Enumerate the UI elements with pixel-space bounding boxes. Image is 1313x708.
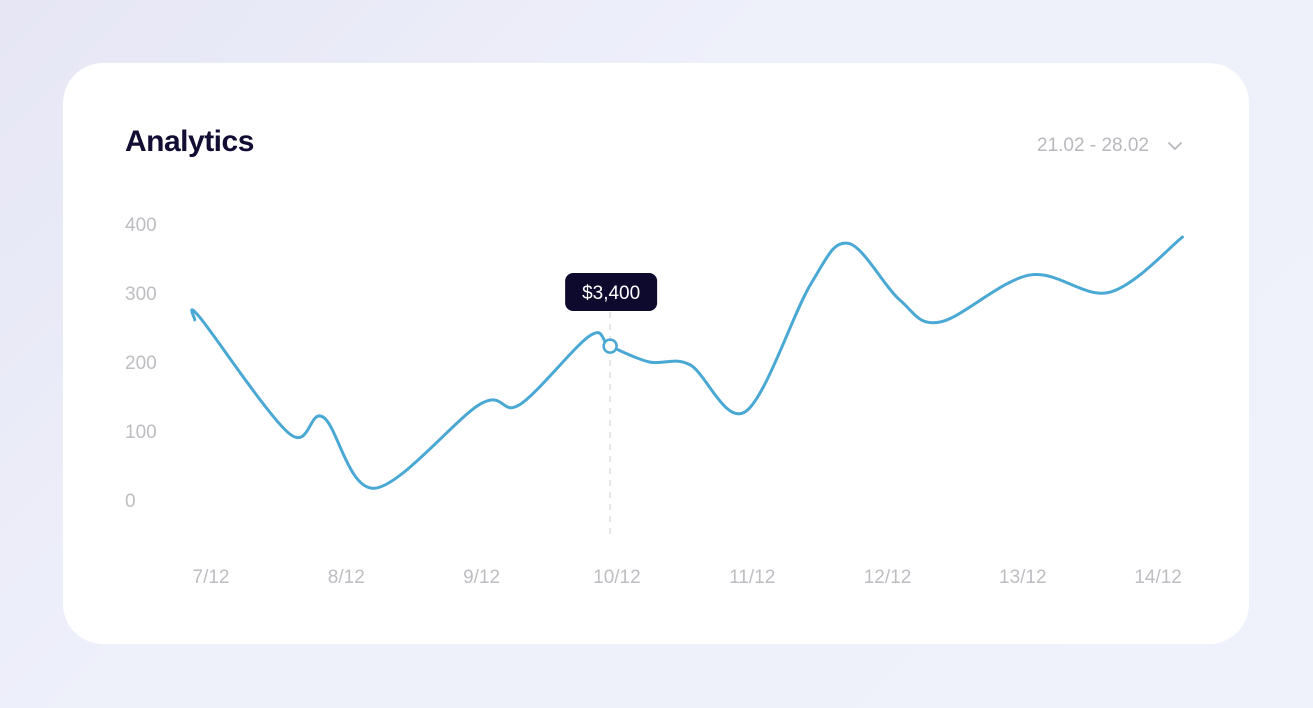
x-tick-label: 14/12 [1134,567,1182,588]
y-tick-label: 300 [125,284,157,305]
date-range-dropdown[interactable]: 21.02 - 28.02 [1037,135,1183,157]
x-tick-label: 13/12 [999,567,1047,588]
x-tick-label: 12/12 [864,567,912,588]
highlight-point[interactable] [602,338,618,354]
page-title: Analytics [125,125,254,158]
date-range-label: 21.02 - 28.02 [1037,135,1149,156]
y-tick-label: 100 [125,422,157,443]
chevron-down-icon [1168,142,1182,151]
tooltip: $3,400 [565,273,658,311]
x-tick-label: 10/12 [593,567,641,588]
y-tick-label: 400 [125,215,157,236]
series-line [190,235,1184,490]
tooltip-value: $3,400 [582,283,640,304]
y-tick-label: 0 [125,491,136,512]
card-content: Analytics 21.02 - 28.02 [63,63,1249,644]
tooltip-box [565,273,658,311]
x-tick-label: 9/12 [463,567,500,588]
x-tick-label: 7/12 [193,567,230,588]
y-tick-label: 200 [125,353,157,374]
analytics-card [63,63,1249,644]
x-tick-label: 11/12 [729,567,775,588]
x-tick-label: 8/12 [328,567,365,588]
